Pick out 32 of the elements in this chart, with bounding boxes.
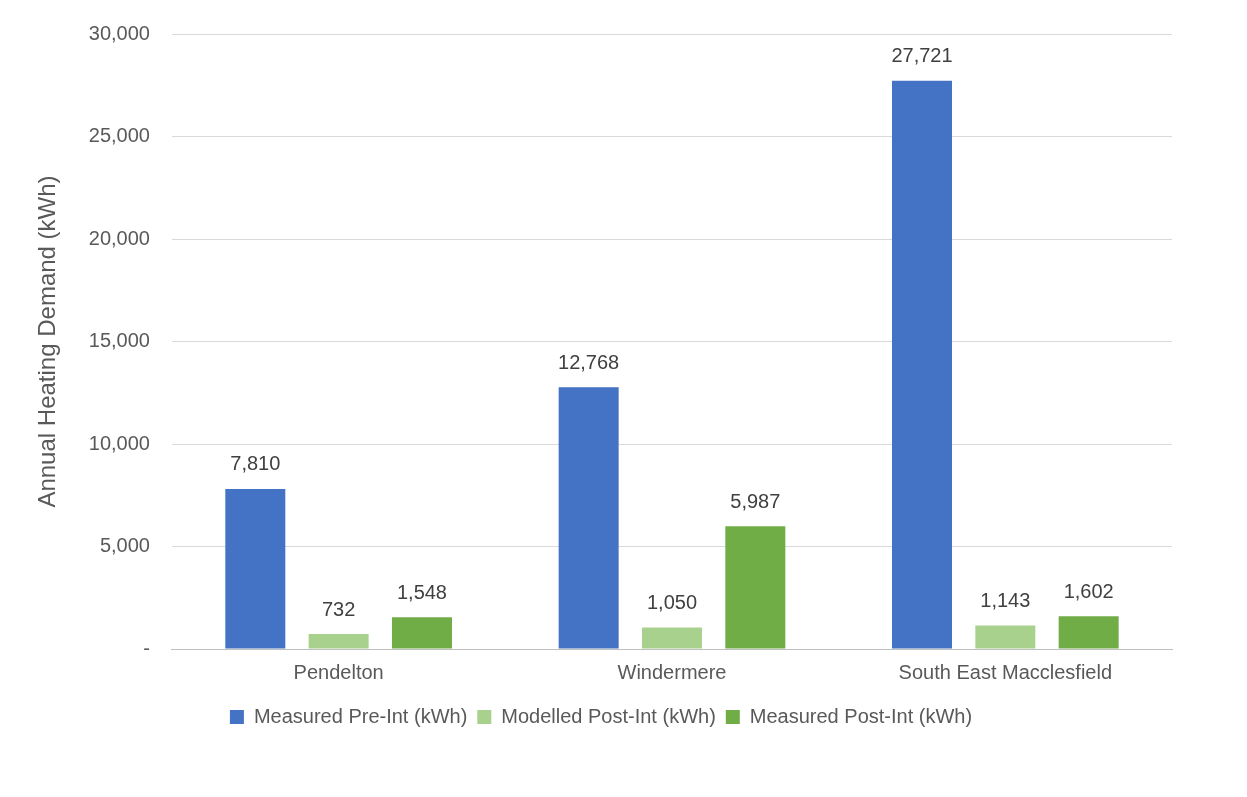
bar	[225, 488, 286, 649]
bar	[725, 526, 786, 649]
y-tick-label: 25,000	[88, 124, 150, 147]
y-tick-label: 5,000	[99, 534, 150, 557]
x-tick-label: Pendelton	[293, 660, 384, 683]
data-label: 1,602	[1063, 579, 1114, 602]
legend-label: Modelled Post-Int (kWh)	[501, 704, 716, 727]
y-tick-label: 20,000	[88, 226, 150, 249]
bar	[891, 80, 952, 649]
data-label: 1,548	[396, 580, 448, 603]
bar	[558, 387, 619, 649]
bar	[308, 633, 369, 649]
legend-label: Measured Pre-Int (kWh)	[253, 704, 468, 727]
data-label: 5,987	[730, 489, 781, 512]
y-axis-title: Annual Heating Demand (kWh)	[33, 175, 61, 508]
data-label: 7,810	[230, 452, 281, 475]
data-label: 12,768	[558, 350, 620, 373]
y-tick-label: 15,000	[88, 329, 150, 352]
data-label: 1,143	[980, 589, 1031, 612]
legend-label: Measured Post-Int (kWh)	[749, 704, 973, 727]
y-tick-label: -	[143, 636, 150, 659]
data-label: 1,050	[646, 590, 698, 613]
y-tick-label: 10,000	[88, 431, 150, 454]
bar	[975, 625, 1036, 649]
bar	[1058, 616, 1119, 649]
data-label: 732	[321, 597, 356, 620]
y-tick-label: 30,000	[88, 21, 150, 44]
x-tick-label: South East Macclesfield	[898, 660, 1113, 683]
bar	[641, 627, 702, 649]
bar	[391, 617, 452, 649]
data-label: 27,721	[891, 44, 953, 67]
x-tick-label: Windermere	[617, 660, 727, 683]
